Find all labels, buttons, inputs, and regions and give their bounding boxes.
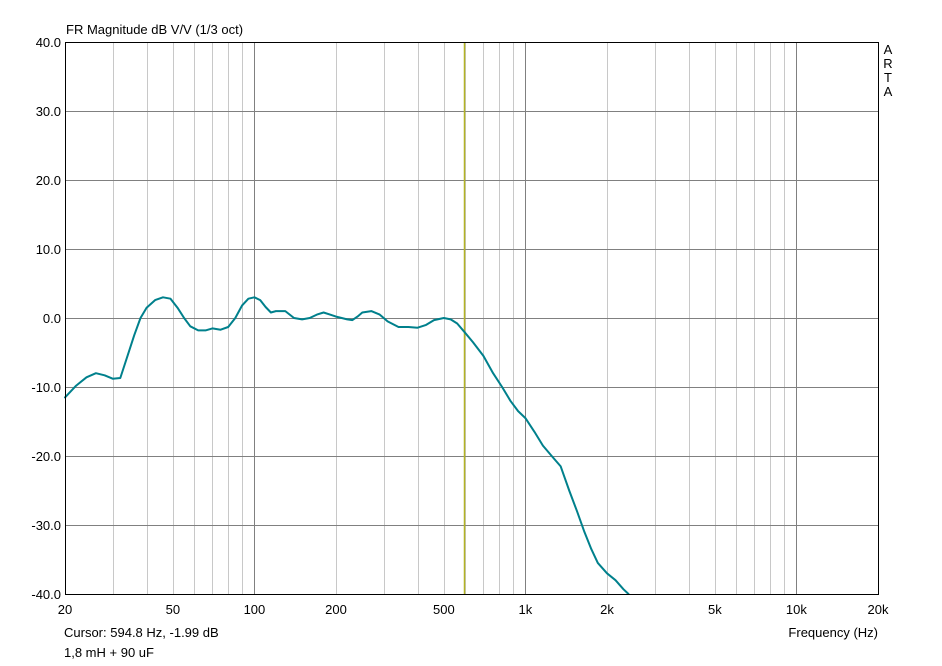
- y-tick-label: -40.0: [31, 587, 61, 602]
- x-tick-label: 2k: [600, 602, 614, 617]
- y-tick-labels: 40.0 30.0 20.0 10.0 0.0 -10.0 -20.0 -30.0 -40.0: [31, 35, 61, 602]
- y-tick-label: -10.0: [31, 380, 61, 395]
- y-tick-label: 20.0: [36, 173, 61, 188]
- x-tick-label: 1k: [519, 602, 533, 617]
- y-tick-label: 30.0: [36, 104, 61, 119]
- series-layer: [64, 296, 630, 595]
- x-axis-label: Frequency (Hz): [788, 625, 878, 640]
- chart-title: FR Magnitude dB V/V (1/3 oct): [66, 22, 244, 37]
- watermark-letter: A: [883, 84, 893, 99]
- x-tick-label: 200: [325, 602, 347, 617]
- watermark-letter: A: [883, 42, 893, 57]
- cursor-readout: Cursor: 594.8 Hz, -1.99 dB: [64, 625, 219, 640]
- x-tick-label: 10k: [786, 602, 807, 617]
- y-tick-label: -20.0: [31, 449, 61, 464]
- x-tick-label: 20: [58, 602, 72, 617]
- chart-subtitle: 1,8 mH + 90 uF: [64, 645, 154, 660]
- x-tick-label: 5k: [708, 602, 722, 617]
- x-tick-label: 500: [433, 602, 455, 617]
- y-tick-label: -30.0: [31, 518, 61, 533]
- watermark-letter: T: [884, 70, 892, 85]
- cursor-value: 594.8 Hz, -1.99 dB: [110, 625, 219, 640]
- plot-frame: [65, 42, 879, 595]
- x-tick-labels: 20 50 100 200 500 1k 2k 5k 10k 20k: [58, 602, 889, 617]
- series-line: [64, 296, 630, 595]
- x-tick-label: 100: [244, 602, 266, 617]
- x-tick-label: 20k: [868, 602, 889, 617]
- y-tick-label: 0.0: [43, 311, 61, 326]
- y-tick-label: 10.0: [36, 242, 61, 257]
- x-tick-label: 50: [166, 602, 180, 617]
- grid: [65, 42, 878, 594]
- watermark-letter: R: [883, 56, 893, 71]
- cursor-label: Cursor:: [64, 625, 107, 640]
- y-tick-label: 40.0: [36, 35, 61, 50]
- arta-watermark: A R T A: [881, 43, 895, 99]
